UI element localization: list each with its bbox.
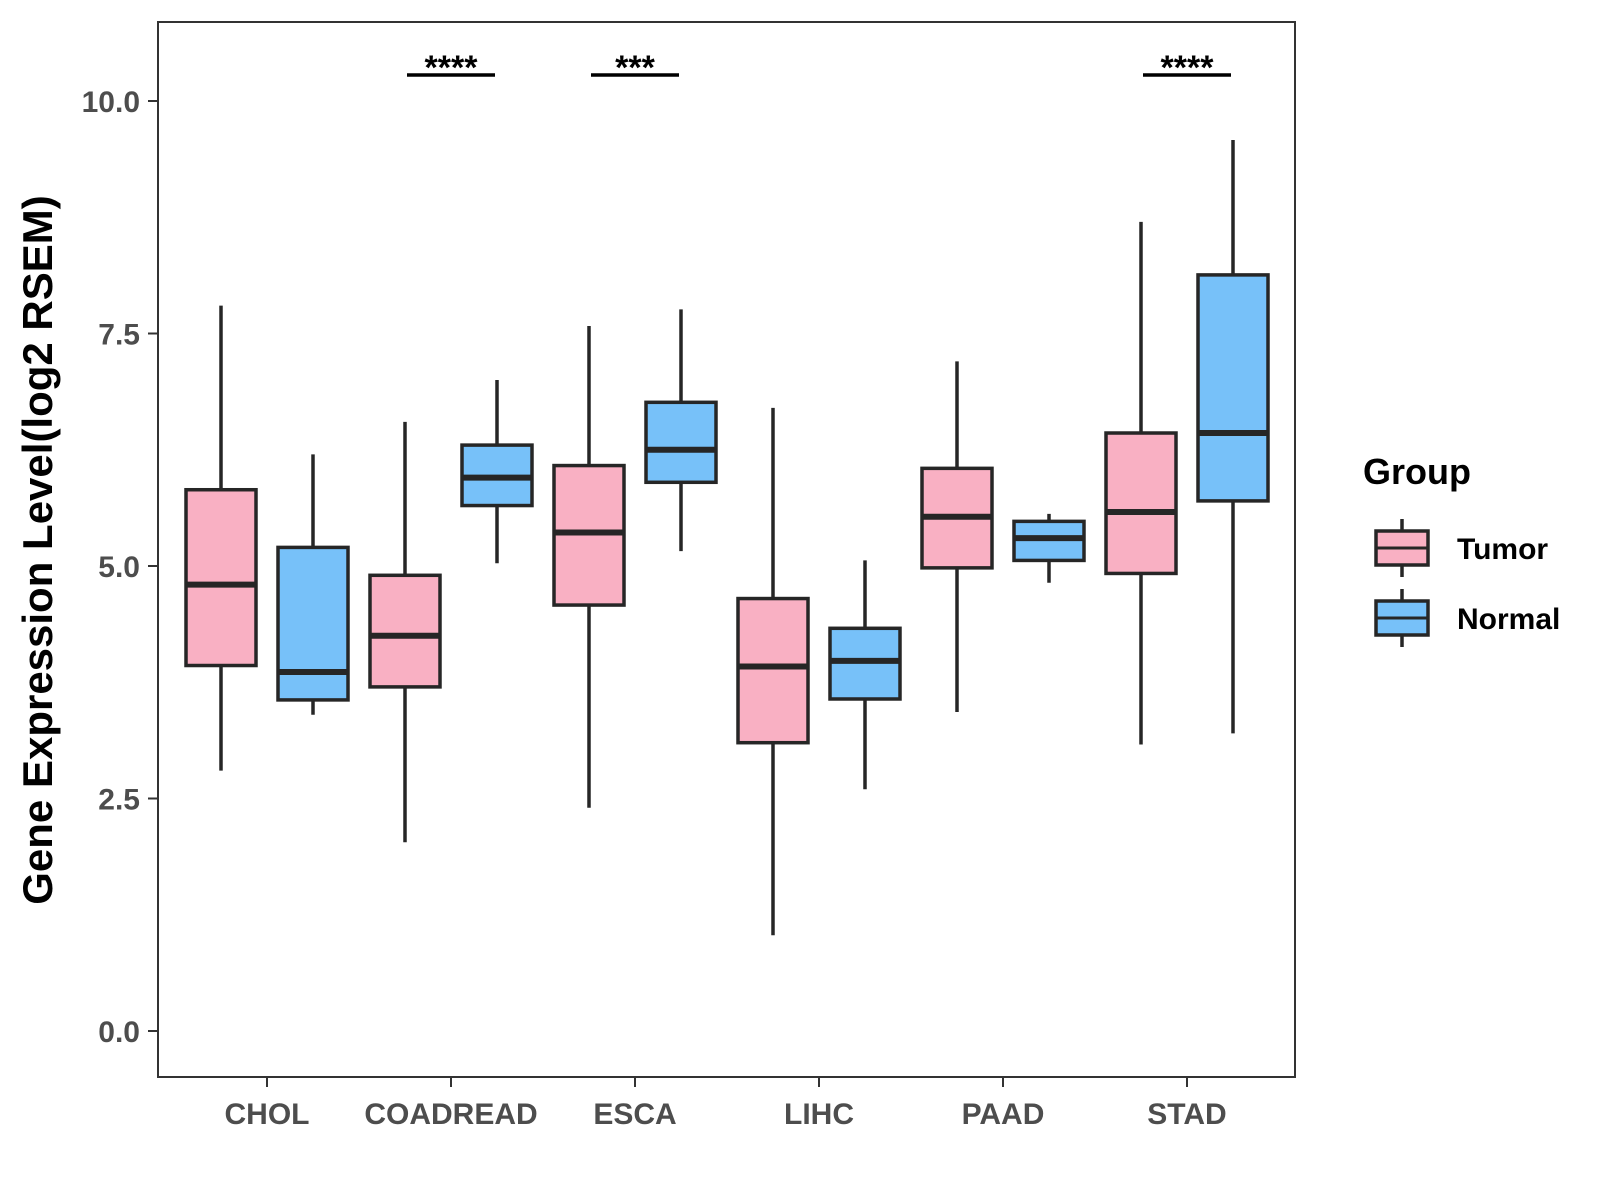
box-tumor-paad bbox=[920, 361, 994, 713]
x-axis: CHOL COADREAD ESCA LIHC PAAD STAD bbox=[225, 1077, 1227, 1131]
x-tick-label: LIHC bbox=[784, 1098, 854, 1131]
box-body bbox=[276, 545, 350, 702]
y-axis: 0.0 2.5 5.0 7.5 10.0 bbox=[82, 86, 158, 1049]
legend-label: Tumor bbox=[1457, 533, 1548, 566]
box-tumor-lihc bbox=[736, 407, 810, 936]
legend-title: Group bbox=[1363, 451, 1471, 492]
box-tumor-stad bbox=[1104, 221, 1178, 745]
y-axis-title: Gene Expression Level(log2 RSEM) bbox=[14, 195, 61, 905]
box-normal-lihc bbox=[828, 560, 902, 790]
significance-label: *** bbox=[615, 49, 655, 87]
box-normal-coadread bbox=[460, 380, 534, 564]
box-body bbox=[1104, 431, 1178, 576]
legend-item-normal: Normal bbox=[1374, 589, 1560, 647]
x-tick-label: ESCA bbox=[593, 1098, 676, 1131]
box-normal-esca bbox=[644, 309, 718, 552]
significance-label: **** bbox=[425, 49, 479, 87]
y-tick-label: 7.5 bbox=[98, 319, 140, 352]
box-normal-chol bbox=[276, 454, 350, 715]
legend-item-tumor: Tumor bbox=[1374, 519, 1548, 577]
box-body bbox=[184, 487, 258, 668]
box-body bbox=[368, 573, 442, 689]
significance-annotations: **** *** **** bbox=[407, 49, 1231, 87]
box-series-group bbox=[184, 140, 1270, 936]
box-body bbox=[644, 400, 718, 485]
x-tick-label: PAAD bbox=[962, 1098, 1045, 1131]
x-tick-label: CHOL bbox=[225, 1098, 310, 1131]
legend: Group Tumor Normal bbox=[1363, 451, 1560, 647]
box-tumor-chol bbox=[184, 305, 258, 771]
y-tick-label: 0.0 bbox=[98, 1016, 140, 1049]
x-tick-label: STAD bbox=[1147, 1098, 1226, 1131]
box-tumor-coadread bbox=[368, 421, 442, 843]
y-tick-label: 10.0 bbox=[82, 86, 140, 119]
x-tick-label: COADREAD bbox=[364, 1098, 537, 1131]
box-tumor-esca bbox=[552, 326, 626, 808]
box-normal-paad bbox=[1012, 513, 1086, 583]
significance-label: **** bbox=[1161, 49, 1215, 87]
box-body bbox=[736, 596, 810, 745]
y-tick-label: 2.5 bbox=[98, 784, 140, 817]
legend-label: Normal bbox=[1457, 603, 1560, 636]
box-normal-stad bbox=[1196, 140, 1270, 734]
y-tick-label: 5.0 bbox=[98, 551, 140, 584]
box-body bbox=[1196, 273, 1270, 503]
